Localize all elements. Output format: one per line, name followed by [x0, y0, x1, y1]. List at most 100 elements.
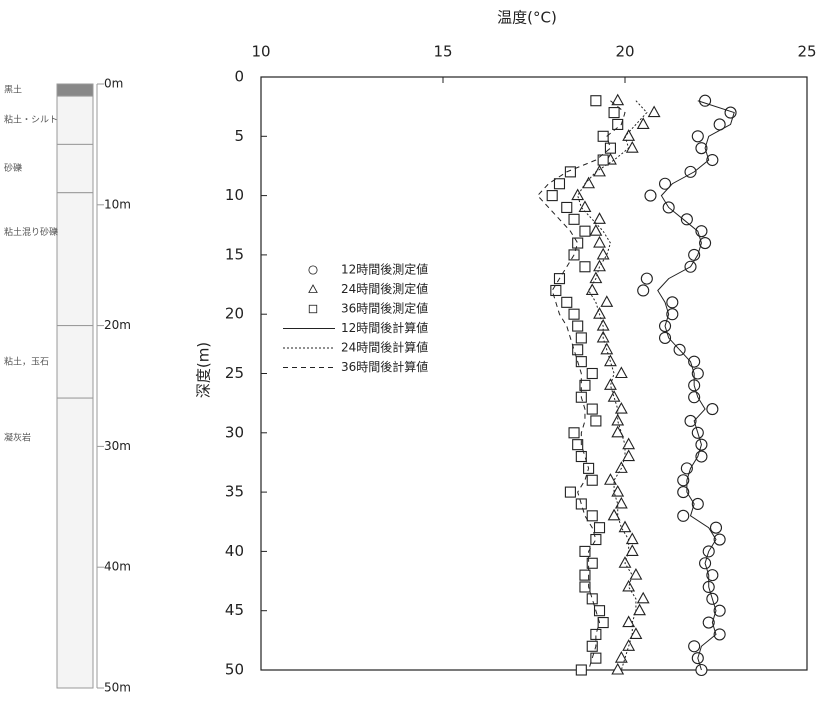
point	[586, 510, 598, 522]
point	[589, 271, 603, 284]
point	[585, 283, 599, 296]
point	[600, 295, 614, 307]
point	[637, 284, 650, 297]
point	[579, 545, 591, 557]
point	[612, 118, 624, 130]
point	[604, 473, 617, 485]
point	[579, 581, 591, 593]
point	[677, 474, 690, 487]
point	[550, 284, 562, 297]
point	[625, 544, 639, 556]
y-axis-title: 深度(m)	[195, 342, 213, 398]
point	[568, 308, 580, 320]
point	[589, 224, 603, 236]
point	[636, 591, 650, 604]
point	[614, 496, 628, 509]
point	[607, 508, 621, 521]
point	[691, 130, 704, 143]
point	[713, 533, 726, 546]
x-tick-label: 10	[251, 43, 270, 61]
point	[586, 474, 598, 486]
point	[614, 366, 628, 379]
legend-marker	[308, 265, 318, 275]
layer	[56, 143, 94, 194]
point	[691, 367, 704, 380]
y-tick-label: 45	[225, 601, 244, 619]
y-tick-label: 15	[225, 245, 244, 263]
layer-label: 粘土・シルト	[4, 114, 58, 126]
depth-label: 50m	[104, 681, 131, 695]
point	[597, 130, 609, 142]
y-tick-label: 25	[225, 364, 244, 382]
layer-label: 粘土混り砂礫	[4, 226, 58, 238]
point	[702, 616, 715, 629]
point	[608, 107, 620, 119]
point	[579, 261, 591, 273]
point	[629, 627, 643, 639]
y-tick-label: 30	[225, 423, 244, 441]
point	[625, 141, 639, 153]
point	[590, 533, 602, 546]
x-axis-title: 温度(°C)	[497, 9, 557, 27]
point	[633, 603, 646, 616]
point	[553, 178, 566, 190]
point	[572, 237, 584, 249]
point	[593, 212, 606, 224]
point	[607, 390, 621, 402]
y-tick-label: 35	[225, 483, 244, 501]
point	[666, 308, 679, 321]
x-tick-label: 20	[615, 43, 634, 61]
legend-label: 12時間後測定値	[341, 262, 428, 277]
point	[691, 497, 704, 511]
legend-marker	[308, 284, 318, 293]
point	[546, 190, 558, 202]
point	[586, 557, 598, 569]
point	[561, 296, 573, 308]
x-tick-label: 15	[433, 43, 452, 61]
legend-label: 24時間後測定値	[341, 281, 428, 296]
point	[575, 356, 587, 368]
depth-label: 0m	[104, 77, 123, 91]
depth-label: 40m	[104, 560, 131, 574]
point	[640, 272, 653, 285]
point	[647, 105, 661, 118]
point	[636, 117, 650, 129]
point	[575, 664, 587, 676]
point	[677, 486, 690, 499]
point	[706, 403, 719, 416]
point	[571, 188, 585, 201]
point	[568, 213, 580, 225]
point	[579, 225, 591, 237]
y-tick-label: 50	[225, 661, 244, 679]
y-tick-label: 10	[225, 186, 244, 204]
point	[688, 640, 701, 653]
point	[568, 427, 580, 439]
depth-label: 30m	[104, 439, 131, 453]
point	[586, 593, 598, 605]
point	[611, 484, 625, 497]
depth-label: 10m	[104, 197, 131, 211]
point	[622, 129, 636, 141]
legend-marker	[308, 304, 318, 314]
point	[572, 320, 584, 332]
point	[593, 605, 606, 617]
point	[614, 461, 628, 473]
point	[572, 439, 584, 451]
point	[658, 177, 672, 190]
legend-label: 36時間後測定値	[341, 301, 428, 316]
point	[713, 604, 726, 617]
point	[578, 200, 592, 213]
point	[572, 344, 584, 356]
point	[611, 413, 625, 426]
point	[644, 189, 657, 202]
point	[593, 522, 606, 534]
point	[579, 379, 591, 391]
point	[575, 498, 587, 510]
layer	[56, 192, 94, 327]
x-tick-label: 25	[797, 43, 816, 61]
point	[597, 617, 609, 629]
point	[622, 579, 636, 592]
y-tick-label: 20	[225, 305, 244, 323]
point	[590, 652, 602, 664]
point	[677, 509, 690, 522]
